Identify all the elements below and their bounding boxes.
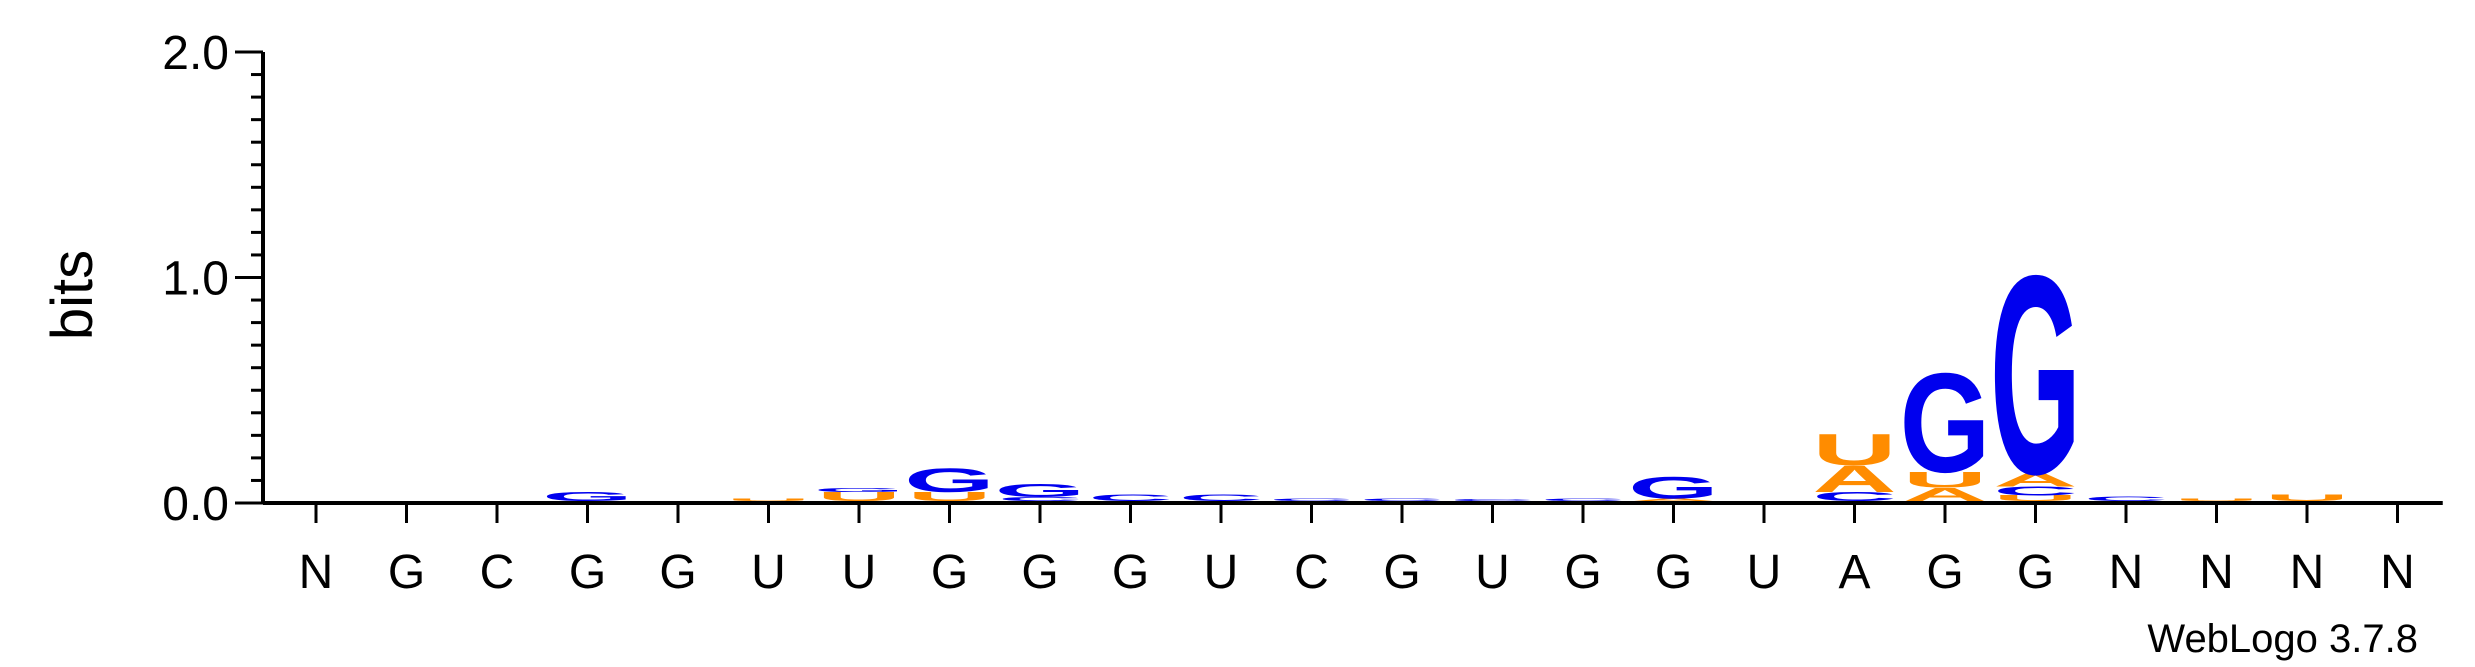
position-label: G: [1021, 546, 1058, 599]
logo-letter-c: C: [2084, 495, 2168, 502]
logo-letter-c: C: [1179, 492, 1263, 503]
y-tick-label: 0.0: [162, 478, 229, 531]
logo-stack: AG: [1628, 470, 1719, 505]
position-label: N: [2109, 546, 2144, 599]
logo-stack: UG: [904, 461, 995, 504]
logo-letter-u: U: [907, 490, 991, 504]
logo-stack: CAU: [1812, 425, 1896, 504]
logo-stack: G: [542, 490, 633, 504]
position-label: G: [1112, 546, 1149, 599]
position-label: U: [1747, 546, 1782, 599]
logo-letter-c: C: [1812, 490, 1896, 504]
logo-letter-g: G: [1628, 470, 1719, 505]
logo-letter-c: C: [1541, 498, 1625, 502]
logo-stack: C: [1179, 492, 1263, 503]
position-label: G: [1926, 546, 1963, 599]
y-tick-label: 2.0: [162, 27, 229, 80]
logo-letter-g: G: [542, 490, 633, 504]
position-label: G: [569, 546, 606, 599]
logo-letter-g: G: [1990, 216, 2081, 532]
logo-stack: C: [1088, 492, 1172, 503]
logo-stack: C: [1541, 498, 1625, 502]
position-label: G: [1655, 546, 1692, 599]
logo-letter-u: U: [1812, 425, 1896, 474]
logo-stack: U: [726, 498, 810, 502]
logo-letter-u: U: [2265, 492, 2349, 503]
weblogo-credit: WebLogo 3.7.8: [2147, 617, 2418, 661]
logo-letter-u: U: [2174, 498, 2258, 502]
logo-stack: AUG: [1900, 343, 1991, 505]
logo-stack: C: [1269, 498, 1353, 502]
logo-letter-a: A: [1993, 469, 2077, 490]
logo-letter-u: U: [1993, 494, 2077, 503]
logo-letter-a: A: [1903, 484, 1987, 505]
logo-letter-g: G: [995, 480, 1086, 501]
logo-letter-c: C: [1360, 498, 1444, 502]
logo-stack: C: [1360, 498, 1444, 502]
y-axis-label: bits: [40, 250, 105, 340]
logo-letter-u: U: [817, 490, 901, 504]
logo-letter-c: C: [1993, 484, 2077, 498]
logo-letter-a: A: [1812, 458, 1896, 500]
logo-stack: U: [2174, 498, 2258, 502]
position-label: N: [2199, 546, 2234, 599]
position-label: G: [1564, 546, 1601, 599]
position-label: A: [1838, 546, 1870, 599]
position-label: G: [1383, 546, 1420, 599]
logo-letter-c: C: [1088, 492, 1172, 503]
position-label: N: [2380, 546, 2415, 599]
position-label: N: [299, 546, 334, 599]
position-label: G: [388, 546, 425, 599]
logo-stack: CG: [995, 480, 1086, 502]
logo-stack: C: [1450, 499, 1534, 502]
position-label: N: [2290, 546, 2325, 599]
position-label: G: [931, 546, 968, 599]
logo-stack: UG: [814, 487, 905, 504]
position-label: U: [751, 546, 786, 599]
position-label: U: [1475, 546, 1510, 599]
logo-letter-g: G: [814, 487, 905, 493]
logo-letter-u: U: [1903, 468, 1987, 493]
position-label: C: [1294, 546, 1329, 599]
logo-letter-c: C: [1450, 499, 1534, 502]
logo-letter-g: G: [1900, 343, 1991, 502]
logo-stack: U: [2265, 492, 2349, 503]
logo-letter-u: U: [726, 498, 810, 502]
logo-letter-c: C: [1269, 498, 1353, 502]
position-label: G: [659, 546, 696, 599]
y-axis: 0.0 1.0 2.0: [162, 27, 265, 531]
logo-letter-c: C: [998, 496, 1082, 502]
logo-letter-g: G: [904, 461, 995, 500]
y-tick-label: 1.0: [162, 253, 229, 306]
logo-stack: C: [2084, 495, 2168, 502]
position-label: G: [2017, 546, 2054, 599]
logo-letter-a: A: [1631, 498, 1715, 502]
position-label: U: [842, 546, 877, 599]
position-label: U: [1204, 546, 1239, 599]
position-label: C: [480, 546, 515, 599]
